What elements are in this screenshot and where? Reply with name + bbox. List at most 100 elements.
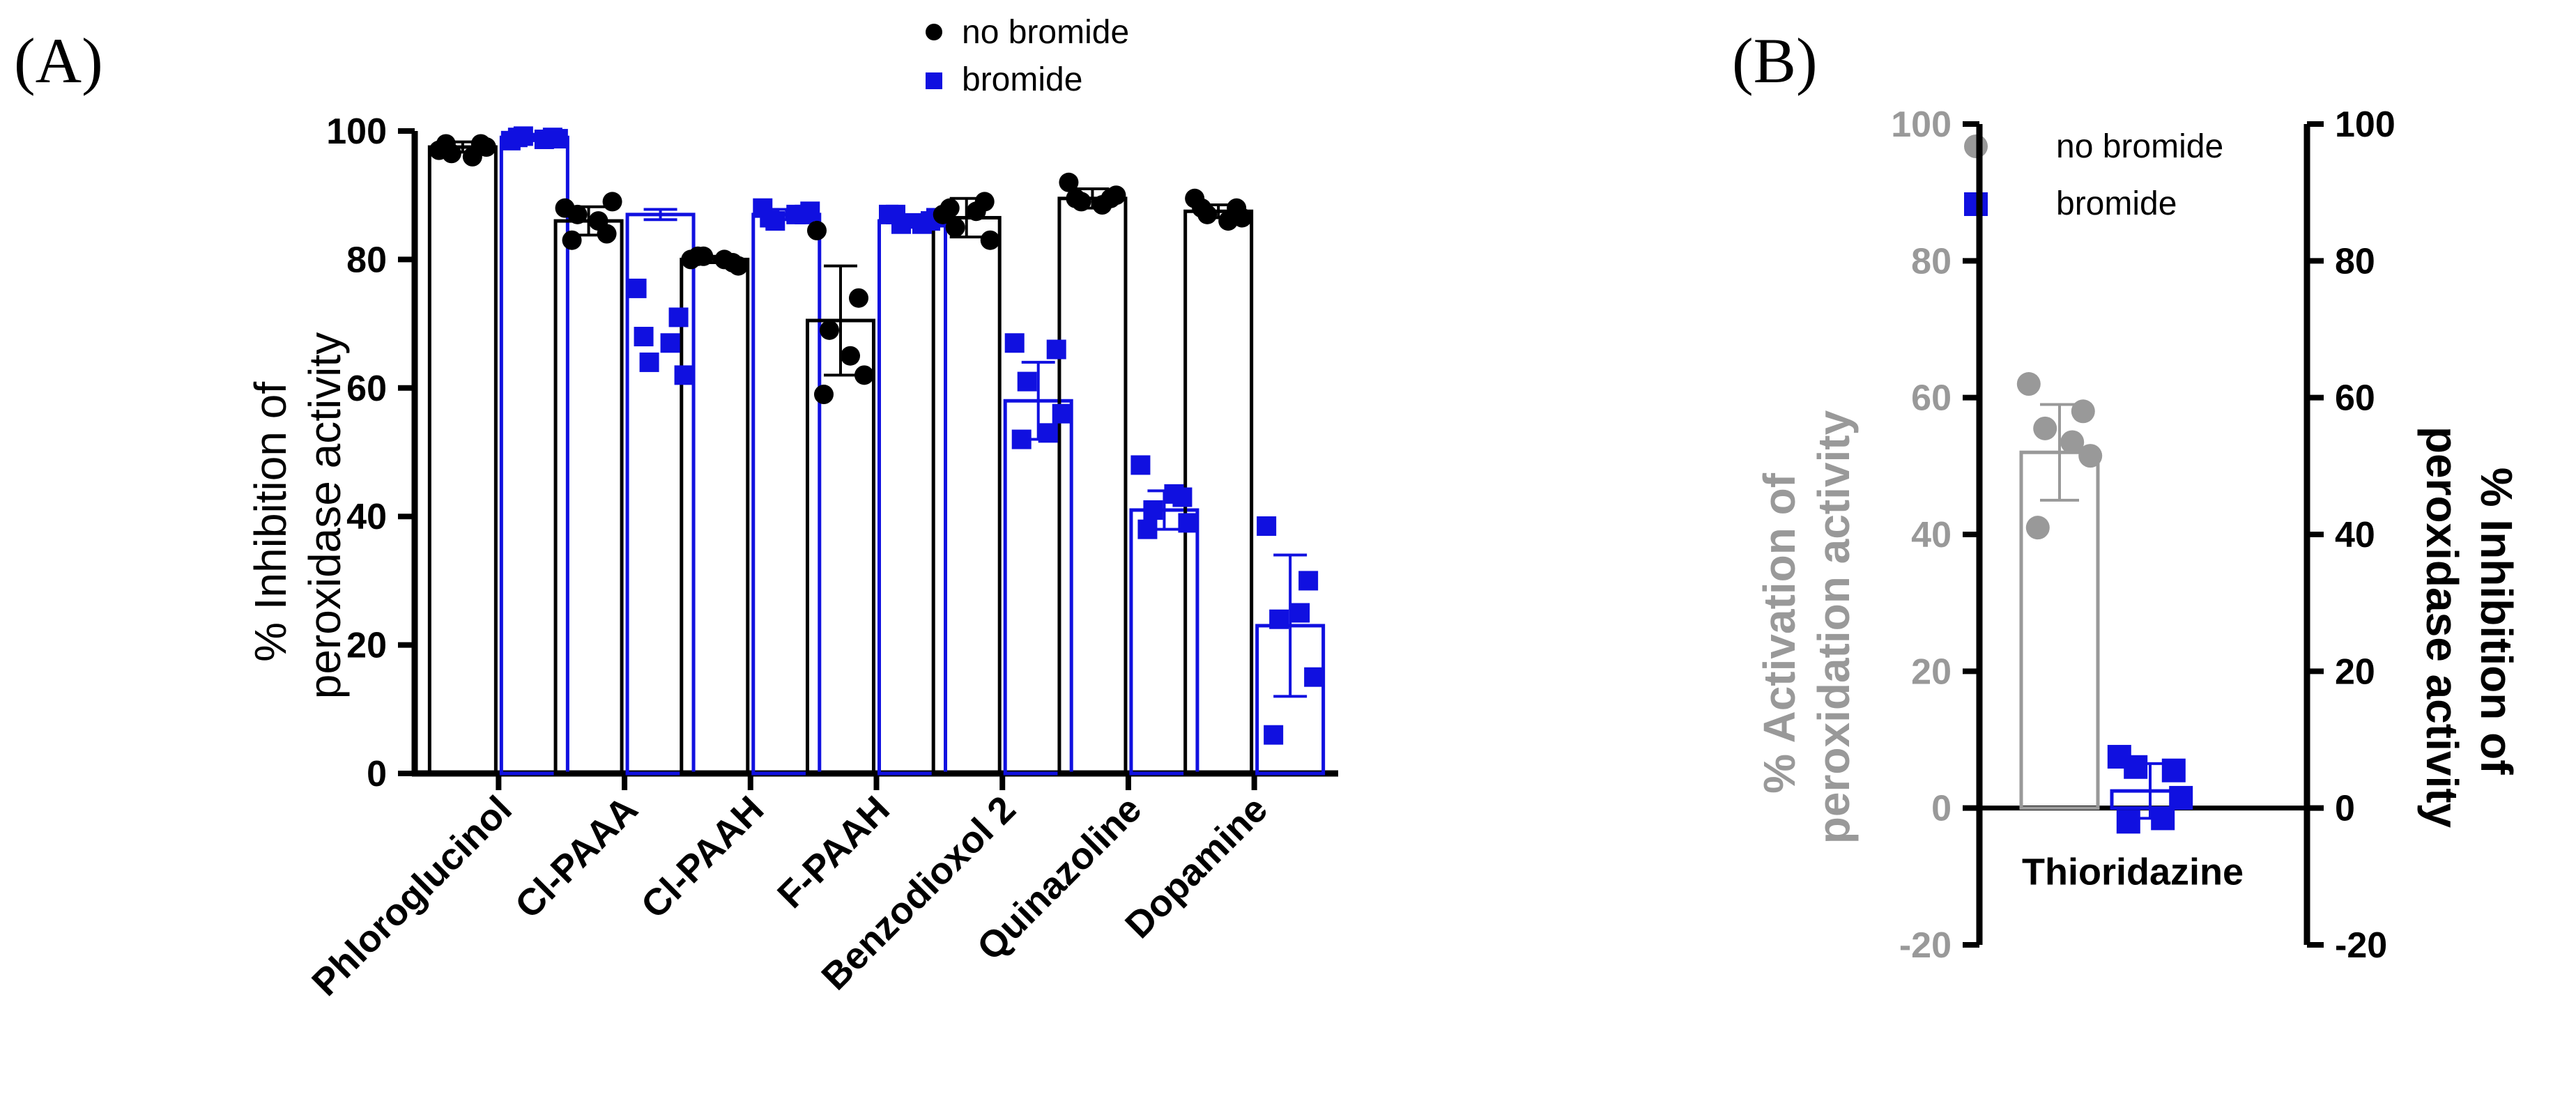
legend-no-bromide-marker — [926, 24, 942, 40]
data-point — [854, 365, 874, 385]
data-point — [588, 211, 608, 231]
data-point — [2124, 755, 2148, 779]
data-point — [1130, 455, 1151, 475]
bar — [931, 215, 1002, 776]
panel-a-category-labels: PhloroglucinolCl-PAAACl-PAAHF-PAAHBenzod… — [304, 788, 1275, 1004]
panel-b-right-axis-title-line2: peroxidase activity — [2417, 426, 2467, 828]
bar — [1129, 508, 1199, 776]
category-label: F-PAAH — [769, 788, 898, 916]
data-point — [1052, 403, 1072, 424]
data-point — [2161, 758, 2186, 783]
data-point — [660, 333, 680, 353]
data-point — [2169, 785, 2193, 810]
data-point — [820, 320, 839, 340]
data-point — [807, 220, 827, 240]
data-point — [2033, 416, 2057, 440]
data-point — [674, 365, 694, 385]
bar — [625, 213, 696, 776]
data-point — [2078, 444, 2103, 468]
data-point — [760, 208, 780, 228]
data-point — [786, 204, 806, 224]
y-tick-label-left: -20 — [1899, 925, 1952, 966]
category-label: Cl-PAAH — [634, 788, 772, 927]
legend-no-bromide-label: no bromide — [962, 14, 1129, 51]
legend-bromide-label: bromide — [962, 61, 1082, 98]
panel-b-points — [2016, 372, 2193, 834]
panel-a-y-ticks: 0 20 40 60 80 100 — [326, 111, 415, 794]
bar — [427, 145, 498, 776]
data-point — [507, 128, 528, 148]
data-point — [2071, 399, 2095, 424]
data-point — [436, 134, 456, 154]
y-tick-label-right: 80 — [2335, 241, 2375, 282]
data-point — [476, 137, 496, 157]
data-point — [1304, 667, 1324, 687]
data-point — [668, 307, 689, 327]
y-tick-label-right: 60 — [2335, 378, 2375, 419]
y-tick-label: 0 — [367, 754, 387, 794]
y-tick-label: 100 — [326, 111, 387, 152]
data-point — [1017, 371, 1037, 392]
data-point — [1290, 603, 1310, 623]
y-tick-label-left: 60 — [1911, 378, 1952, 419]
y-tick-label: 20 — [346, 626, 387, 666]
data-point — [1257, 516, 1277, 537]
panel-a-y-axis-title: % Inhibition of peroxidase activity — [245, 332, 350, 699]
y-tick-label: 40 — [346, 497, 387, 537]
y-tick-label: 60 — [346, 369, 387, 409]
data-point — [1218, 211, 1239, 231]
y-tick-label-right: 100 — [2335, 105, 2395, 145]
data-point — [1004, 333, 1025, 353]
panel-b-y-ticks: -20 -20 0 0 20 20 40 40 60 60 80 80 100 100 — [1891, 105, 2395, 966]
panel-a-legend: no bromide bromide — [926, 14, 1129, 98]
data-point — [1298, 571, 1319, 591]
category-label: Phloroglucinol — [304, 788, 520, 1004]
data-point — [841, 346, 860, 366]
legend-bromide-label-b: bromide — [2056, 185, 2177, 222]
y-tick-label-left: 0 — [1931, 789, 1952, 829]
data-point — [1178, 513, 1198, 533]
data-point — [945, 217, 965, 238]
data-point — [1059, 172, 1079, 192]
panel-b-category-labels: Thioridazine — [2022, 851, 2244, 893]
y-tick-label-right: -20 — [2335, 925, 2387, 966]
panel-a-chart: (A) no bromide bromide % Inhibition of p… — [14, 14, 1338, 1004]
data-point — [2060, 430, 2085, 454]
bar — [751, 213, 822, 776]
data-point — [966, 201, 986, 222]
panel-a-error-bars — [445, 132, 1308, 698]
data-point — [1143, 500, 1163, 520]
data-point — [1164, 484, 1184, 504]
panel-a-label: (A) — [14, 25, 103, 96]
panel-a-y-axis-title-line1: % Inhibition of — [245, 382, 296, 662]
data-point — [634, 327, 654, 347]
bar — [553, 219, 624, 776]
bar — [499, 135, 569, 776]
data-point — [1264, 725, 1284, 745]
bar — [680, 257, 750, 776]
panel-a-bars — [427, 135, 1326, 776]
y-tick-label-right: 20 — [2335, 652, 2375, 692]
data-point — [1192, 198, 1212, 218]
panel-a-y-axis-title-line2: peroxidase activity — [300, 332, 350, 699]
bar — [1183, 209, 1254, 776]
panel-b-legend: no bromide bromide — [1964, 128, 2223, 222]
panel-b-bars — [2019, 450, 2191, 810]
bar — [1057, 196, 1128, 776]
data-point — [714, 249, 735, 270]
y-tick-label: 80 — [346, 240, 387, 280]
panel-b-chart: (B) no bromide bromide % Activation of p… — [1732, 25, 2522, 966]
data-point — [980, 230, 1000, 250]
legend-bromide-marker-b — [1964, 192, 1988, 216]
legend-no-bromide-marker-b — [1964, 134, 1988, 158]
legend-no-bromide-label-b: no bromide — [2056, 128, 2223, 165]
data-point — [2116, 810, 2140, 834]
y-tick-label-left: 100 — [1891, 105, 1952, 145]
data-point — [849, 288, 868, 308]
panel-b-error-bars — [2040, 403, 2170, 820]
legend-bromide-marker — [926, 72, 942, 89]
data-point — [940, 198, 960, 218]
y-tick-label-left: 80 — [1911, 241, 1952, 282]
data-point — [1066, 188, 1086, 208]
